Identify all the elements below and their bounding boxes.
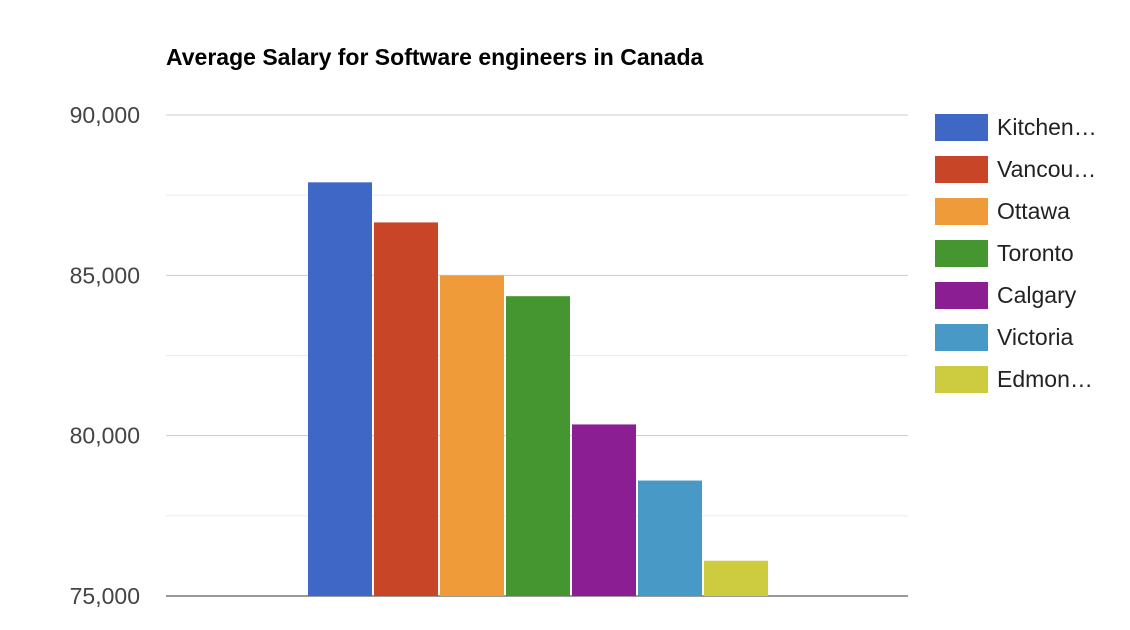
legend-label: Victoria (997, 324, 1073, 350)
chart-title: Average Salary for Software engineers in… (166, 44, 704, 70)
y-tick-label: 90,000 (70, 102, 140, 128)
legend-label: Vancou… (997, 156, 1096, 182)
bar-1[interactable] (308, 182, 372, 596)
legend-label: Toronto (997, 240, 1074, 266)
legend-label: Ottawa (997, 198, 1070, 224)
y-tick-label: 85,000 (70, 262, 140, 288)
y-tick-label: 75,000 (70, 583, 140, 609)
legend-swatch (935, 198, 988, 225)
legend-swatch (935, 366, 988, 393)
legend-swatch (935, 282, 988, 309)
bars (308, 182, 768, 596)
legend-item[interactable]: Ottawa (935, 198, 1070, 225)
y-axis-ticks: 75,000 80,000 85,000 90,000 (70, 102, 140, 609)
bar-2[interactable] (374, 222, 438, 596)
legend: Kitchen… Vancou… Ottawa Toronto Calgary Victo… (935, 114, 1097, 393)
legend-swatch (935, 324, 988, 351)
bar-4[interactable] (506, 296, 570, 596)
bar-5[interactable] (572, 424, 636, 596)
legend-label: Calgary (997, 282, 1077, 308)
legend-item[interactable]: Calgary (935, 282, 1077, 309)
y-tick-label: 80,000 (70, 423, 140, 449)
legend-item[interactable]: Kitchen… (935, 114, 1097, 141)
bar-6[interactable] (638, 480, 702, 596)
legend-label: Kitchen… (997, 114, 1097, 140)
legend-label: Edmon… (997, 366, 1093, 392)
legend-swatch (935, 114, 988, 141)
bar-3[interactable] (440, 275, 504, 596)
bar-7[interactable] (704, 560, 768, 596)
legend-item[interactable]: Toronto (935, 240, 1074, 267)
legend-item[interactable]: Edmon… (935, 366, 1093, 393)
legend-swatch (935, 240, 988, 267)
legend-item[interactable]: Vancou… (935, 156, 1096, 183)
legend-swatch (935, 156, 988, 183)
legend-item[interactable]: Victoria (935, 324, 1073, 351)
